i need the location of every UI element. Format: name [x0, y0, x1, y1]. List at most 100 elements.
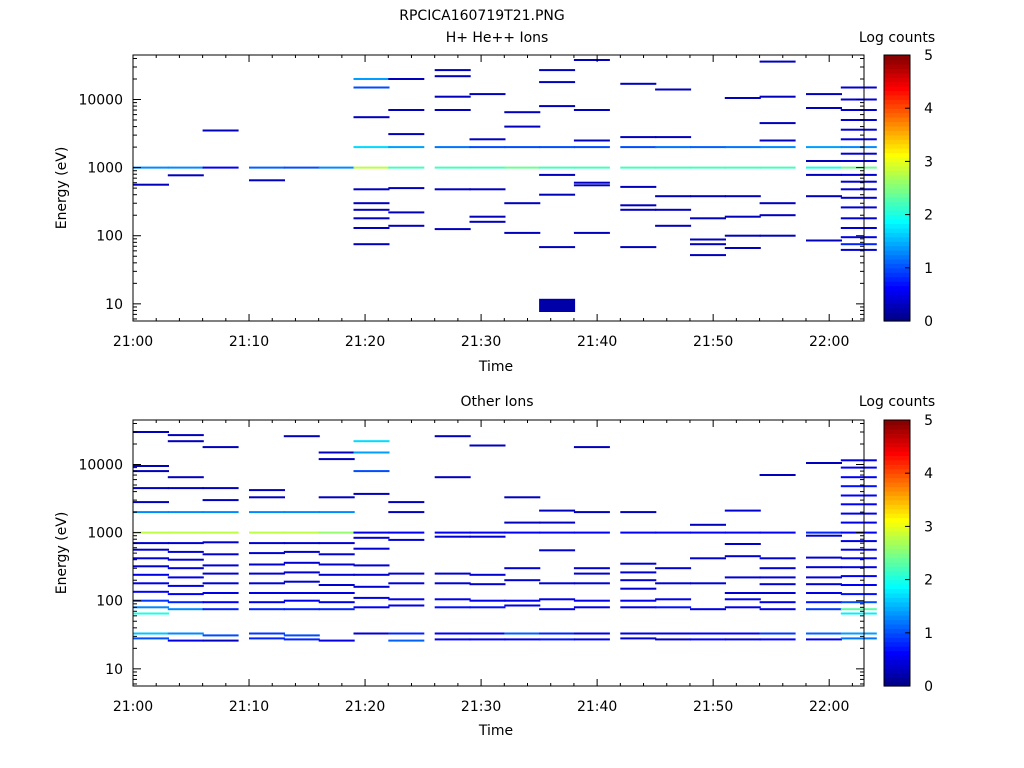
- heatmap-cell: [202, 592, 239, 594]
- colorbar-swatch: [884, 165, 910, 171]
- heatmap-cell: [133, 548, 169, 551]
- heatmap-cell: [249, 166, 285, 169]
- colorbar-swatch: [884, 592, 910, 598]
- heatmap-cell: [573, 109, 610, 111]
- colorbar-swatch: [884, 263, 910, 269]
- heatmap-cell: [388, 109, 425, 111]
- heatmap-cell: [806, 531, 842, 534]
- heatmap-cell: [759, 146, 796, 149]
- heatmap-cell: [353, 116, 390, 119]
- x-tick-label: 21:50: [693, 699, 733, 715]
- heatmap-cell: [840, 243, 877, 246]
- heatmap-cell: [840, 152, 877, 155]
- colorbar-swatch: [884, 103, 910, 109]
- heatmap-cell: [469, 638, 506, 641]
- heatmap-cell: [539, 146, 576, 149]
- heatmap-cell: [133, 637, 169, 640]
- heatmap-cell: [167, 542, 204, 545]
- colorbar-swatch: [884, 433, 910, 439]
- heatmap-cell: [469, 444, 506, 447]
- heatmap-cell: [469, 166, 506, 169]
- colorbar-tick-label: 0: [924, 314, 933, 330]
- heatmap-cell: [806, 107, 842, 109]
- colorbar-swatch: [884, 677, 910, 683]
- heatmap-cell: [167, 174, 204, 177]
- panel-top-xlabel: Time: [478, 359, 513, 375]
- colorbar-tick-label: 1: [924, 261, 933, 277]
- colorbar-tick-label: 4: [924, 466, 933, 482]
- colorbar-swatch: [884, 236, 910, 242]
- heatmap-cell: [353, 188, 390, 191]
- panel-bottom: Other Ions 21:00 21:10 21:20 21:30 21:40 21:5…: [54, 394, 935, 739]
- heatmap-cell: [504, 166, 541, 169]
- heatmap-cell: [318, 639, 355, 642]
- heatmap-cell: [840, 548, 877, 551]
- panel-bottom-xlabel: Time: [478, 723, 513, 739]
- heatmap-cell: [539, 69, 576, 72]
- heatmap-cell: [388, 133, 425, 136]
- panel-bottom-cells: [133, 431, 877, 642]
- heatmap-cell: [573, 582, 610, 585]
- heatmap-cell: [469, 599, 506, 602]
- heatmap-cell: [353, 451, 390, 454]
- heatmap-cell: [840, 227, 877, 229]
- colorbar-swatch: [884, 196, 910, 202]
- heatmap-cell: [388, 531, 425, 534]
- heatmap-cell: [504, 638, 541, 641]
- heatmap-cell: [133, 511, 169, 514]
- heatmap-cell: [504, 146, 541, 149]
- heatmap-cell: [573, 146, 610, 149]
- colorbar-swatch: [884, 250, 910, 256]
- colorbar-swatch: [884, 307, 910, 313]
- heatmap-cell: [840, 188, 877, 191]
- colorbar-swatch: [884, 455, 910, 461]
- heatmap-cell: [434, 95, 471, 98]
- heatmap-cell: [133, 557, 169, 560]
- heatmap-cell: [759, 601, 796, 604]
- heatmap-cell: [353, 202, 390, 205]
- colorbar-swatch: [884, 94, 910, 100]
- colorbar-swatch: [884, 597, 910, 603]
- heatmap-cell: [655, 531, 692, 534]
- colorbar-swatch: [884, 473, 910, 479]
- heatmap-cell: [840, 160, 877, 162]
- colorbar-swatch: [884, 192, 910, 198]
- colorbar-swatch: [884, 117, 910, 123]
- heatmap-cell: [806, 608, 842, 611]
- heatmap-cell: [202, 531, 239, 534]
- heatmap-cell: [724, 247, 761, 249]
- heatmap-cell: [759, 474, 796, 476]
- heatmap-cell: [353, 596, 390, 599]
- heatmap-cell: [655, 567, 692, 570]
- y-tick-label: 100: [96, 594, 123, 610]
- colorbar-swatch: [884, 495, 910, 501]
- heatmap-cell: [318, 601, 355, 604]
- heatmap-cell: [573, 599, 610, 602]
- heatmap-cell: [759, 166, 796, 169]
- heatmap-cell: [504, 521, 541, 524]
- heatmap-cell: [690, 243, 726, 246]
- colorbar-frame: [883, 419, 911, 687]
- heatmap-cell: [469, 535, 506, 538]
- heatmap-cell: [690, 557, 726, 560]
- heatmap-cell: [202, 582, 239, 585]
- heatmap-cell: [202, 564, 239, 567]
- colorbar-swatch: [884, 437, 910, 443]
- heatmap-cell: [724, 638, 761, 641]
- heatmap-cell: [690, 146, 726, 149]
- heatmap-cell: [840, 86, 877, 89]
- heatmap-cell: [434, 75, 471, 78]
- colorbar-swatch: [884, 285, 910, 291]
- heatmap-cell: [318, 458, 355, 461]
- heatmap-cell: [806, 239, 842, 242]
- colorbar-swatch: [884, 420, 910, 426]
- colorbar-swatch: [884, 223, 910, 229]
- heatmap-cell: [167, 639, 204, 642]
- heatmap-cell: [690, 582, 726, 585]
- heatmap-cell: [167, 550, 204, 553]
- heatmap-cell: [840, 466, 877, 469]
- colorbar-swatch: [884, 442, 910, 448]
- colorbar-swatch: [884, 316, 910, 322]
- heatmap-cell: [724, 632, 761, 635]
- colorbar-swatch: [884, 561, 910, 567]
